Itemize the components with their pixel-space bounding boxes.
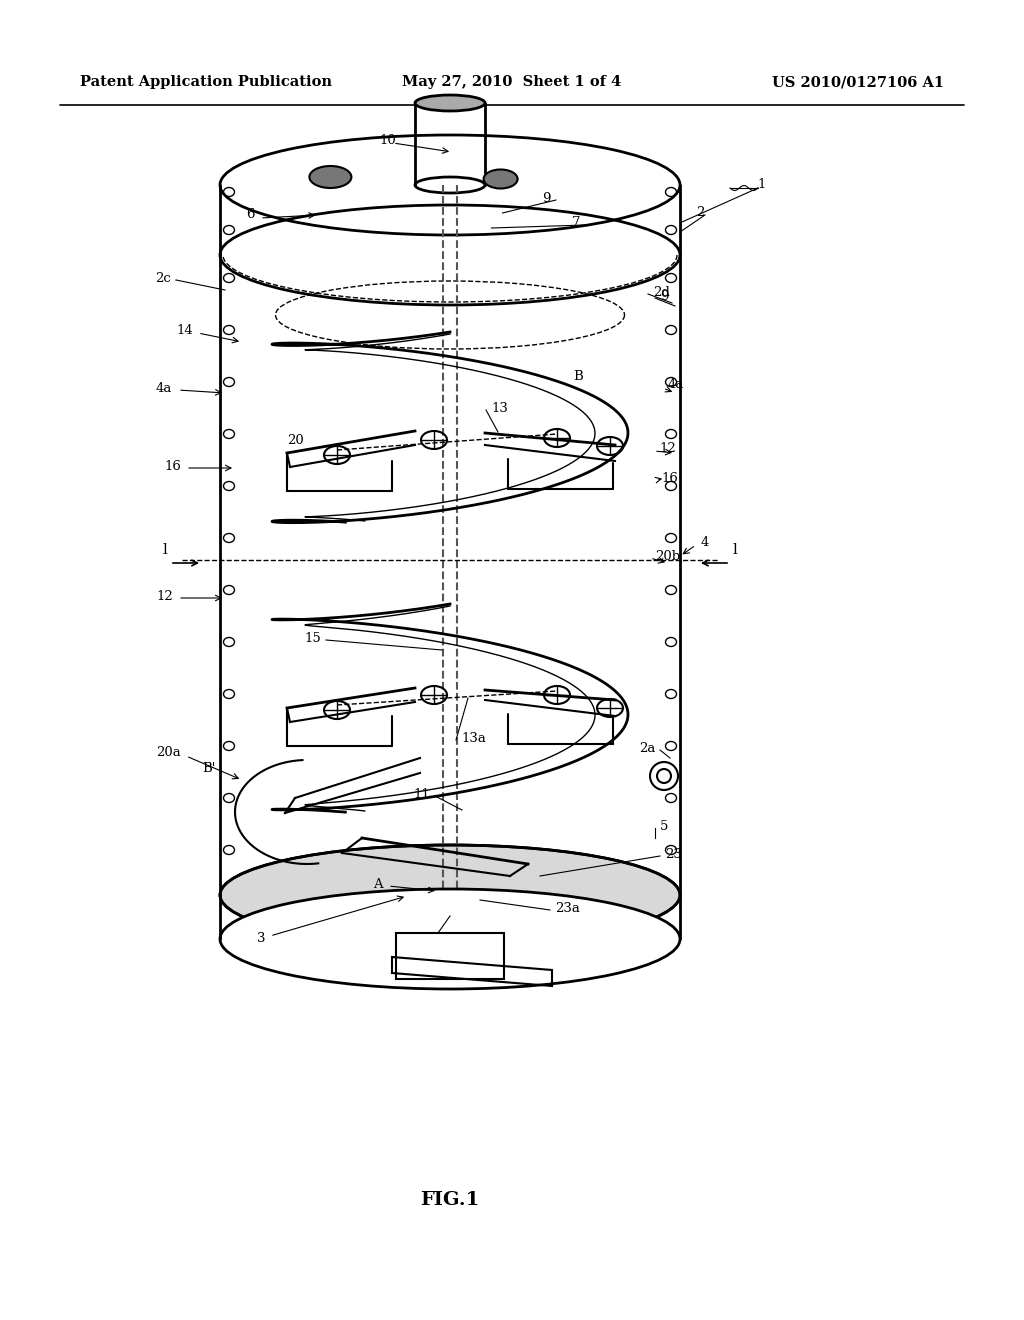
Text: May 27, 2010  Sheet 1 of 4: May 27, 2010 Sheet 1 of 4: [402, 75, 622, 88]
Ellipse shape: [220, 845, 680, 945]
Ellipse shape: [483, 169, 517, 189]
Text: 3: 3: [257, 932, 266, 945]
Text: 1: 1: [758, 178, 766, 191]
Text: 23b: 23b: [418, 954, 442, 968]
Text: 9: 9: [660, 289, 669, 302]
Text: B': B': [203, 762, 216, 775]
Text: l: l: [732, 543, 737, 557]
Text: 2c: 2c: [156, 272, 171, 285]
Text: 5: 5: [660, 820, 669, 833]
Text: 23: 23: [665, 847, 682, 861]
Text: 2b: 2b: [425, 937, 441, 950]
Text: 4a: 4a: [156, 381, 172, 395]
Text: 2: 2: [696, 206, 705, 219]
Text: 7: 7: [571, 216, 580, 230]
Text: 4a: 4a: [668, 379, 684, 392]
Text: 9: 9: [543, 191, 551, 205]
Text: 13a: 13a: [461, 731, 485, 744]
Text: 16: 16: [164, 459, 181, 473]
Text: 12: 12: [659, 442, 676, 455]
Text: 14: 14: [176, 325, 193, 338]
Text: 2a: 2a: [639, 742, 655, 755]
Ellipse shape: [415, 95, 485, 111]
Ellipse shape: [309, 166, 351, 187]
Text: 4: 4: [701, 536, 710, 549]
Text: B: B: [573, 370, 583, 383]
Text: 2d: 2d: [653, 285, 670, 298]
Text: 15: 15: [304, 631, 321, 644]
Text: 10: 10: [380, 135, 396, 148]
Bar: [396, 933, 504, 979]
Text: A: A: [374, 878, 383, 891]
Text: 20b: 20b: [655, 549, 680, 562]
Text: 16: 16: [662, 471, 678, 484]
Text: 11: 11: [414, 788, 430, 800]
Text: 13: 13: [490, 401, 508, 414]
Text: FIG.1: FIG.1: [420, 1191, 479, 1209]
Text: l: l: [163, 543, 168, 557]
Text: 6: 6: [247, 209, 255, 222]
Text: US 2010/0127106 A1: US 2010/0127106 A1: [772, 75, 944, 88]
Text: 20a: 20a: [157, 747, 181, 759]
Ellipse shape: [220, 888, 680, 989]
Text: 20: 20: [288, 433, 304, 446]
Text: 12: 12: [157, 590, 173, 602]
Text: Patent Application Publication: Patent Application Publication: [80, 75, 332, 88]
Text: 23a: 23a: [555, 902, 580, 915]
